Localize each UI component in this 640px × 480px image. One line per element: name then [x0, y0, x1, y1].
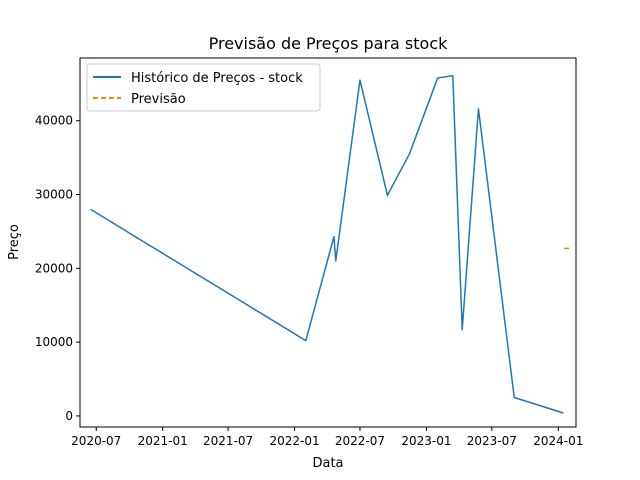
- y-axis-label: Preço: [7, 224, 22, 260]
- x-tick-label: 2020-07: [71, 434, 121, 448]
- y-tick-label: 20000: [35, 261, 73, 275]
- series-line-historico: [90, 74, 564, 414]
- x-tick-label: 2024-01: [533, 434, 583, 448]
- x-tick-label: 2022-01: [270, 434, 320, 448]
- chart-title: Previsão de Preços para stock: [209, 34, 449, 53]
- y-tick-label: 30000: [35, 188, 73, 202]
- y-axis-ticks: 0 10000 20000 30000 40000: [35, 114, 80, 423]
- x-axis-ticks: 2020-07 2021-01 2021-07 2022-01 2022-07 2023-…: [71, 427, 583, 448]
- x-tick-label: 2021-01: [138, 434, 188, 448]
- y-tick-label: 10000: [35, 335, 73, 349]
- legend-box: [86, 63, 321, 112]
- x-tick-label: 2021-07: [203, 434, 253, 448]
- legend: Histórico de Preços - stock Previsão: [86, 63, 321, 112]
- legend-label-historico: Histórico de Preços - stock: [131, 71, 303, 86]
- series-layer: [90, 74, 572, 414]
- y-tick-label: 40000: [35, 114, 73, 128]
- y-tick-label: 0: [65, 409, 73, 423]
- legend-label-previsao: Previsão: [131, 92, 186, 107]
- plot-area: [79, 57, 577, 428]
- x-tick-label: 2023-07: [467, 434, 517, 448]
- x-tick-label: 2023-01: [401, 434, 451, 448]
- x-axis-label: Data: [312, 456, 343, 471]
- x-tick-label: 2022-07: [335, 434, 385, 448]
